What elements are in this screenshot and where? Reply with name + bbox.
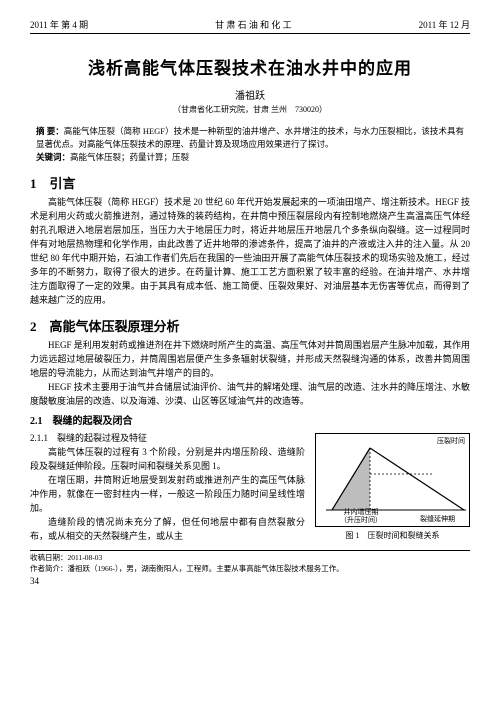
abstract-text: 高能气体压裂（简称 HEGF）技术是一种新型的油井增产、水井增注的技术，与水力压… (36, 126, 464, 149)
s211-body-1: 高能气体压裂的过程有 3 个阶段，分别是井内增压阶段、造缝阶段及裂缝延伸阶段。压… (30, 446, 305, 474)
page-number: 34 (30, 576, 470, 586)
section-1-body: 高能气体压裂（简称 HEGF）技术是 20 世纪 60 年代开始发展起来的一项油… (30, 196, 470, 308)
footer-block: 收稿日期：2011-08-03 作者简介：潘祖跃（1966-），男，湖南衡阳人，… (30, 550, 470, 574)
figure-1: 压裂时间 井内增压期 （升压时间） 裂缝延伸期 (315, 433, 470, 527)
article-title: 浅析高能气体压裂技术在油水井中的应用 (30, 54, 470, 79)
section-2-body-2: HEGF 技术主要用于油气井合储层试油评价、油气井的解堵处理、油气层的改造、注水… (30, 381, 470, 409)
abstract-label: 摘 要： (36, 126, 64, 136)
header-right: 2011 年 12 月 (419, 18, 470, 31)
author-bio: 作者简介：潘祖跃（1966-），男，湖南衡阳人，工程师。主要从事高能气体压裂技术… (30, 564, 470, 575)
s211-body-2: 在增压期，井筒附近地层受到发射药或推进剂产生的高压气体脉冲作用，就像在一密封柱内… (30, 474, 305, 516)
figure-1-caption: 图 1 压裂时间和裂缝关系 (315, 530, 470, 541)
running-header: 2011 年 第 4 期 甘 肃 石 油 和 化 工 2011 年 12 月 (30, 18, 470, 34)
subsubsection-2-1-1: 2.1.1 裂缝的起裂过程及特征 (30, 431, 305, 444)
keywords-text: 高能气体压裂；药量计算；压裂 (70, 152, 189, 162)
author-name: 潘祖跃 (30, 87, 470, 102)
subsection-2-1: 2.1 裂缝的起裂及闭合 (30, 412, 470, 427)
section-2-num: 2 (30, 319, 37, 334)
keywords-label: 关键词： (36, 152, 70, 162)
abstract-block: 摘 要：高能气体压裂（简称 HEGF）技术是一种新型的油井增产、水井增注的技术，… (36, 125, 464, 163)
section-2-body-1: HEGF 是利用发射药或推进剂在井下燃烧时所产生的高温、高压气体对井筒周围岩层产… (30, 339, 470, 381)
section-2-heading: 2 高能气体压裂原理分析 (30, 316, 470, 335)
figure-1-xlabel-1: 井内增压期 （升压时间） (340, 509, 382, 524)
figure-1-xlabel-2: 裂缝延伸期 (420, 514, 455, 524)
section-1-num: 1 (30, 176, 37, 191)
s211-body-3: 造缝阶段的情况尚未充分了解，但任何地层中都有自然裂散分布，或从相交的天然裂缝产生… (30, 516, 305, 544)
header-center: 甘 肃 石 油 和 化 工 (215, 18, 292, 31)
author-affiliation: （甘肃省化工研究院，甘肃 兰州 730020） (30, 104, 470, 115)
section-1-heading: 1 引言 (30, 173, 470, 192)
section-2-title: 高能气体压裂原理分析 (50, 319, 180, 334)
header-left: 2011 年 第 4 期 (30, 18, 88, 31)
section-1-title: 引言 (50, 176, 76, 191)
received-date: 收稿日期：2011-08-03 (30, 553, 470, 564)
